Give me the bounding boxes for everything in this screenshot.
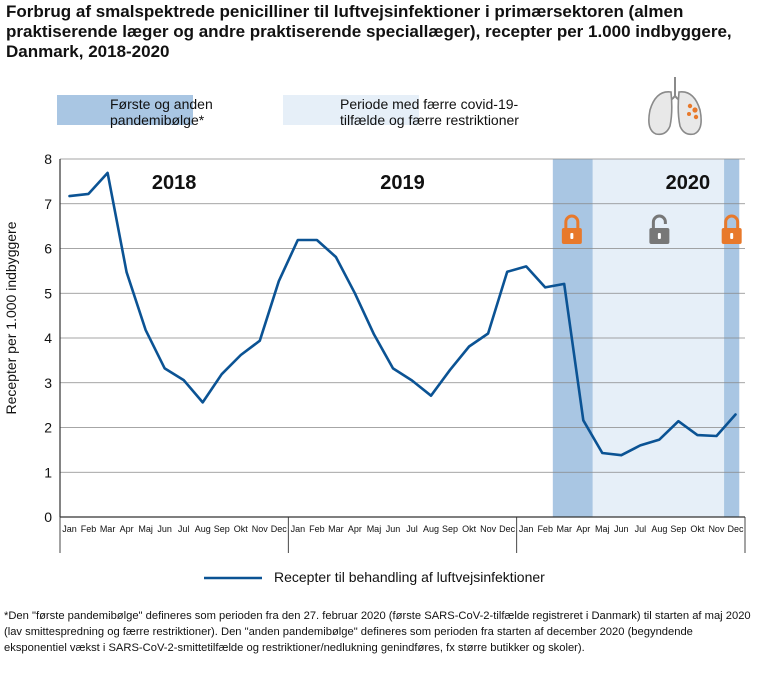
x-tick-label: Dec	[499, 524, 516, 534]
legend-label-wave: Første og anden pandemibølge*	[110, 96, 213, 128]
x-tick-label: Sep	[670, 524, 686, 534]
x-tick-label: Okt	[690, 524, 705, 534]
x-tick-label: Mar	[328, 524, 344, 534]
y-axis-label: Recepter per 1.000 indbyggere	[3, 221, 19, 414]
legend-swatch-fewer	[283, 95, 419, 125]
y-tick-label: 3	[44, 375, 52, 391]
y-tick-label: 2	[44, 420, 52, 436]
lock-closed-icon	[721, 214, 742, 244]
x-tick-label: Nov	[708, 524, 725, 534]
year-label: 2019	[380, 172, 425, 194]
x-tick-label: Jul	[635, 524, 647, 534]
x-tick-label: Apr	[348, 524, 362, 534]
x-tick-label: Maj	[367, 524, 382, 534]
x-tick-label: Aug	[651, 524, 667, 534]
x-tick-label: Jan	[519, 524, 534, 534]
y-tick-label: 8	[44, 151, 52, 167]
x-tick-label: Feb	[537, 524, 553, 534]
x-tick-label: Jun	[157, 524, 172, 534]
x-tick-label: Okt	[234, 524, 249, 534]
x-tick-label: Apr	[576, 524, 590, 534]
x-tick-label: Jul	[178, 524, 190, 534]
year-label: 2018	[152, 172, 197, 194]
lock-open-icon	[649, 214, 670, 244]
x-tick-label: Sep	[214, 524, 230, 534]
y-tick-label: 1	[44, 464, 52, 480]
x-tick-label: Okt	[462, 524, 477, 534]
y-tick-label: 6	[44, 241, 52, 257]
footnote: *Den "første pandemibølge" defineres som…	[4, 610, 751, 654]
series-line	[68, 171, 737, 457]
x-tick-label: Nov	[480, 524, 497, 534]
chart-title: Forbrug af smalspektrede penicilliner ti…	[6, 2, 732, 61]
x-tick-label: Jan	[62, 524, 77, 534]
x-tick-label: Jun	[614, 524, 629, 534]
x-tick-label: Nov	[252, 524, 269, 534]
x-tick-label: Mar	[556, 524, 572, 534]
x-tick-label: Mar	[100, 524, 116, 534]
x-tick-label: Aug	[423, 524, 439, 534]
year-label: 2020	[666, 172, 711, 194]
y-tick-label: 0	[44, 509, 52, 525]
x-tick-label: Feb	[81, 524, 97, 534]
x-tick-label: Jun	[386, 524, 401, 534]
y-tick-label: 4	[44, 330, 52, 346]
y-tick-label: 5	[44, 285, 52, 301]
x-tick-label: Maj	[138, 524, 153, 534]
lungs-icon	[648, 77, 702, 136]
x-tick-label: Jul	[406, 524, 418, 534]
y-tick-label: 7	[44, 196, 52, 212]
x-tick-label: Aug	[195, 524, 211, 534]
x-tick-label: Jan	[291, 524, 306, 534]
x-tick-label: Maj	[595, 524, 610, 534]
lock-closed-icon	[561, 214, 582, 244]
x-tick-label: Sep	[442, 524, 458, 534]
x-tick-label: Dec	[727, 524, 744, 534]
legend-label-fewer: Periode med færre covid-19- tilfælde og …	[340, 96, 519, 128]
x-tick-label: Feb	[309, 524, 325, 534]
legend-swatch-wave	[57, 95, 193, 125]
legend-label-series: Recepter til behandling af luftvejsinfek…	[274, 569, 545, 585]
x-tick-label: Apr	[120, 524, 134, 534]
x-tick-label: Dec	[271, 524, 288, 534]
